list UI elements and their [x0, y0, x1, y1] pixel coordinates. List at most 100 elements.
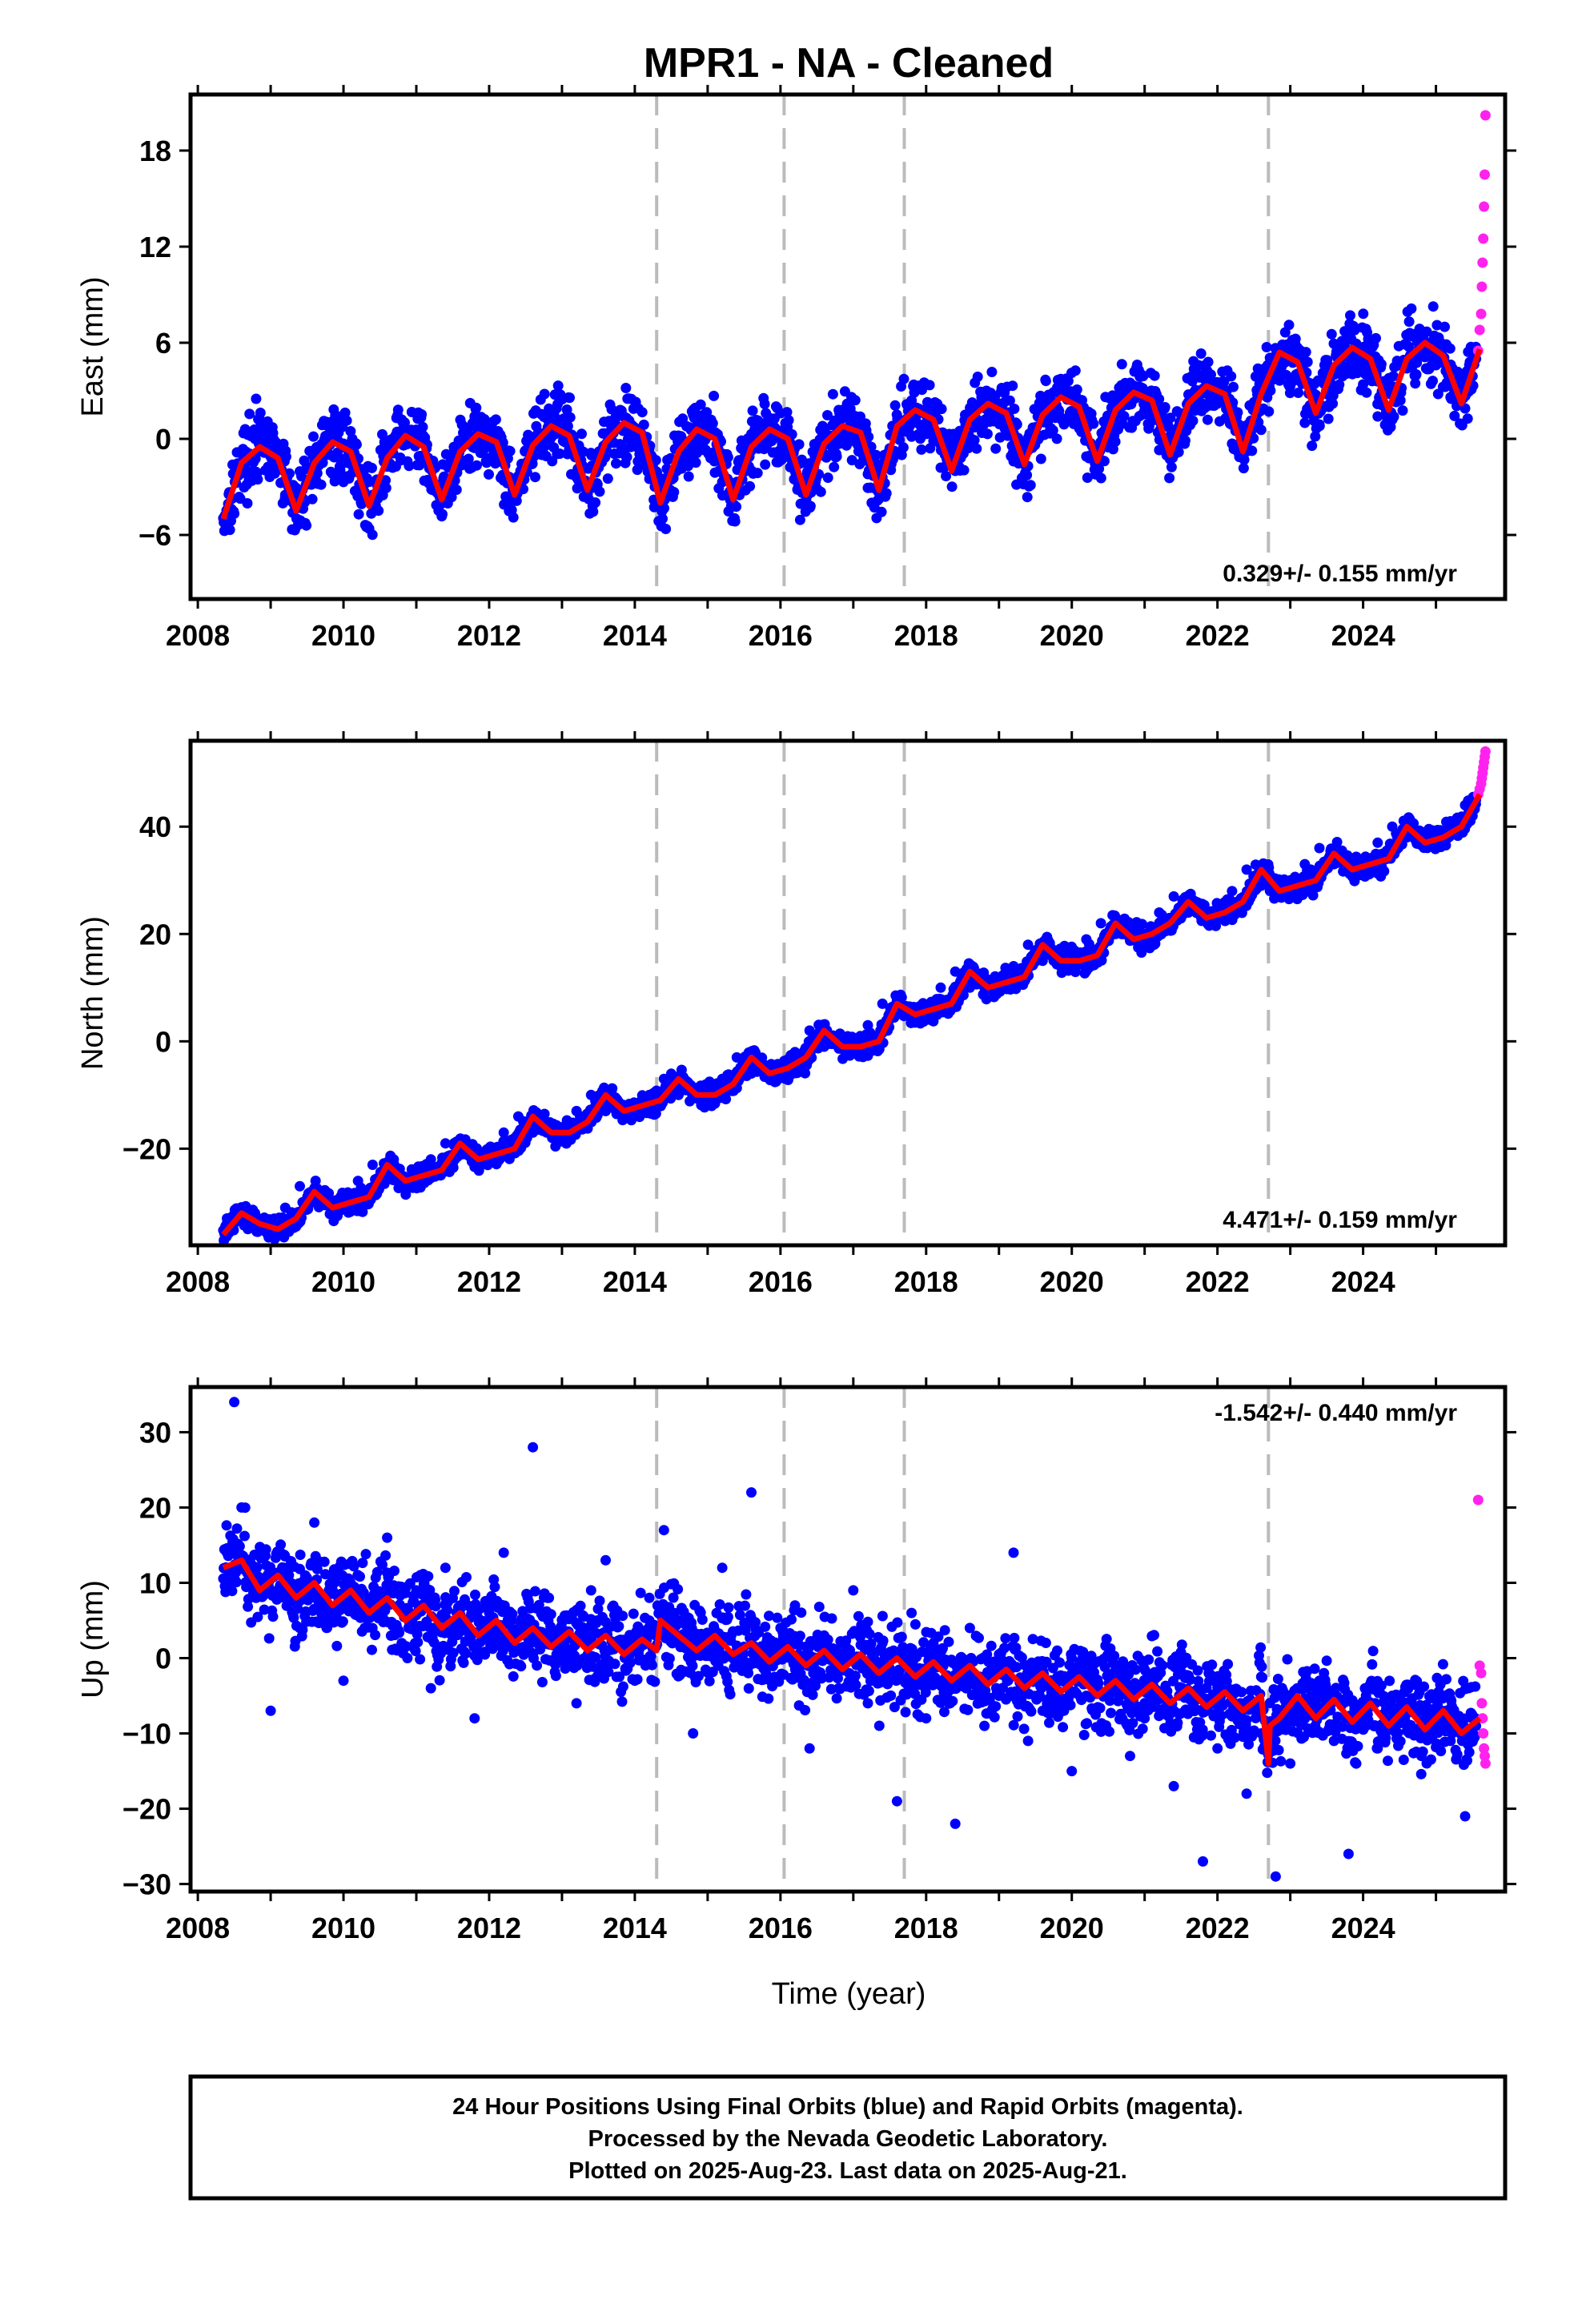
data-point — [1022, 469, 1033, 480]
data-point — [602, 473, 613, 485]
rapid-orbit-points — [1472, 110, 1491, 356]
data-point — [1283, 320, 1295, 331]
data-point — [657, 513, 668, 525]
data-point — [1345, 310, 1355, 321]
data-point — [231, 1577, 242, 1588]
y-axis-label: North (mm) — [76, 916, 110, 1070]
data-point — [607, 1083, 618, 1094]
data-point — [1358, 379, 1369, 390]
data-point — [986, 367, 998, 377]
data-point — [1372, 411, 1383, 422]
data-point — [251, 1562, 263, 1573]
data-point — [783, 415, 794, 426]
data-point — [255, 408, 266, 418]
plot-area — [218, 741, 1491, 1245]
data-point — [1009, 404, 1020, 414]
data-point — [889, 400, 901, 411]
data-point — [351, 439, 362, 450]
data-point — [1411, 369, 1422, 380]
x-tick-label: 2016 — [749, 1265, 813, 1298]
data-point — [1415, 329, 1427, 340]
data-point — [341, 415, 352, 426]
data-point — [315, 479, 327, 490]
data-point — [805, 501, 816, 512]
data-point — [897, 442, 909, 453]
data-point — [760, 459, 771, 470]
data-point — [564, 412, 576, 423]
data-point — [1052, 382, 1062, 393]
data-point — [1255, 880, 1267, 891]
data-point — [1265, 385, 1276, 396]
data-point — [1195, 348, 1207, 359]
data-point — [323, 420, 335, 432]
data-point — [571, 472, 582, 483]
data-point — [1123, 917, 1134, 927]
data-point — [1431, 360, 1442, 371]
data-point — [227, 1586, 238, 1597]
data-point — [752, 468, 763, 479]
data-point — [924, 380, 935, 391]
data-point — [367, 462, 377, 473]
data-point — [425, 1154, 436, 1165]
data-point — [308, 431, 319, 442]
data-point — [876, 506, 887, 517]
data-point — [504, 445, 516, 456]
x-tick-label: 2022 — [1186, 1265, 1250, 1298]
x-tick-label: 2014 — [603, 619, 667, 652]
data-point — [1314, 419, 1325, 430]
data-point — [451, 485, 462, 495]
data-point — [1331, 837, 1343, 847]
x-tick-label: 2008 — [166, 1265, 230, 1298]
data-point — [935, 462, 946, 473]
data-point — [827, 388, 838, 400]
data-point — [455, 436, 466, 448]
data-point — [1154, 444, 1165, 456]
data-point — [539, 1108, 550, 1120]
y-tick-label: 40 — [139, 810, 171, 843]
data-point — [833, 404, 845, 416]
data-point — [815, 486, 826, 497]
data-point — [239, 1530, 250, 1542]
data-point — [1008, 961, 1019, 971]
data-point — [472, 460, 482, 471]
data-point — [1110, 436, 1121, 447]
data-point — [352, 1176, 363, 1187]
data-point — [781, 407, 793, 418]
data-point — [1480, 169, 1490, 180]
data-point — [982, 428, 993, 440]
data-point — [972, 372, 983, 382]
data-point — [1159, 402, 1170, 412]
x-tick-label: 2022 — [1186, 619, 1250, 652]
data-point — [636, 407, 648, 418]
data-point — [1431, 826, 1442, 838]
data-point — [1397, 405, 1408, 416]
data-point — [440, 1138, 451, 1149]
data-point — [367, 1160, 378, 1170]
y-tick-label: −20 — [122, 1132, 171, 1165]
data-point — [1361, 387, 1372, 398]
data-point — [683, 471, 694, 482]
data-point — [279, 1202, 291, 1213]
y-tick-label: 0 — [155, 1025, 171, 1058]
data-point — [1040, 376, 1051, 387]
data-point — [1478, 233, 1489, 244]
y-tick-label: −6 — [139, 519, 171, 552]
data-point — [1071, 384, 1082, 395]
data-point — [1444, 343, 1456, 354]
data-point — [729, 516, 741, 527]
data-point — [1480, 746, 1491, 757]
data-point — [658, 1073, 669, 1084]
data-point — [1445, 392, 1456, 403]
data-point — [1070, 967, 1081, 978]
data-point — [1179, 435, 1191, 446]
model-fit-line — [221, 793, 1483, 1236]
data-point — [1300, 347, 1311, 358]
panel-up: 2008 2010 2012 2014 2016 2018 2020 2022 2024−30−… — [76, 1377, 1516, 1944]
data-point — [1226, 371, 1237, 382]
x-tick-label: 2020 — [1040, 1265, 1104, 1298]
data-point — [695, 399, 706, 410]
data-point — [1118, 411, 1130, 422]
data-point — [1125, 377, 1135, 388]
data-point — [950, 966, 961, 977]
data-point — [446, 492, 457, 503]
